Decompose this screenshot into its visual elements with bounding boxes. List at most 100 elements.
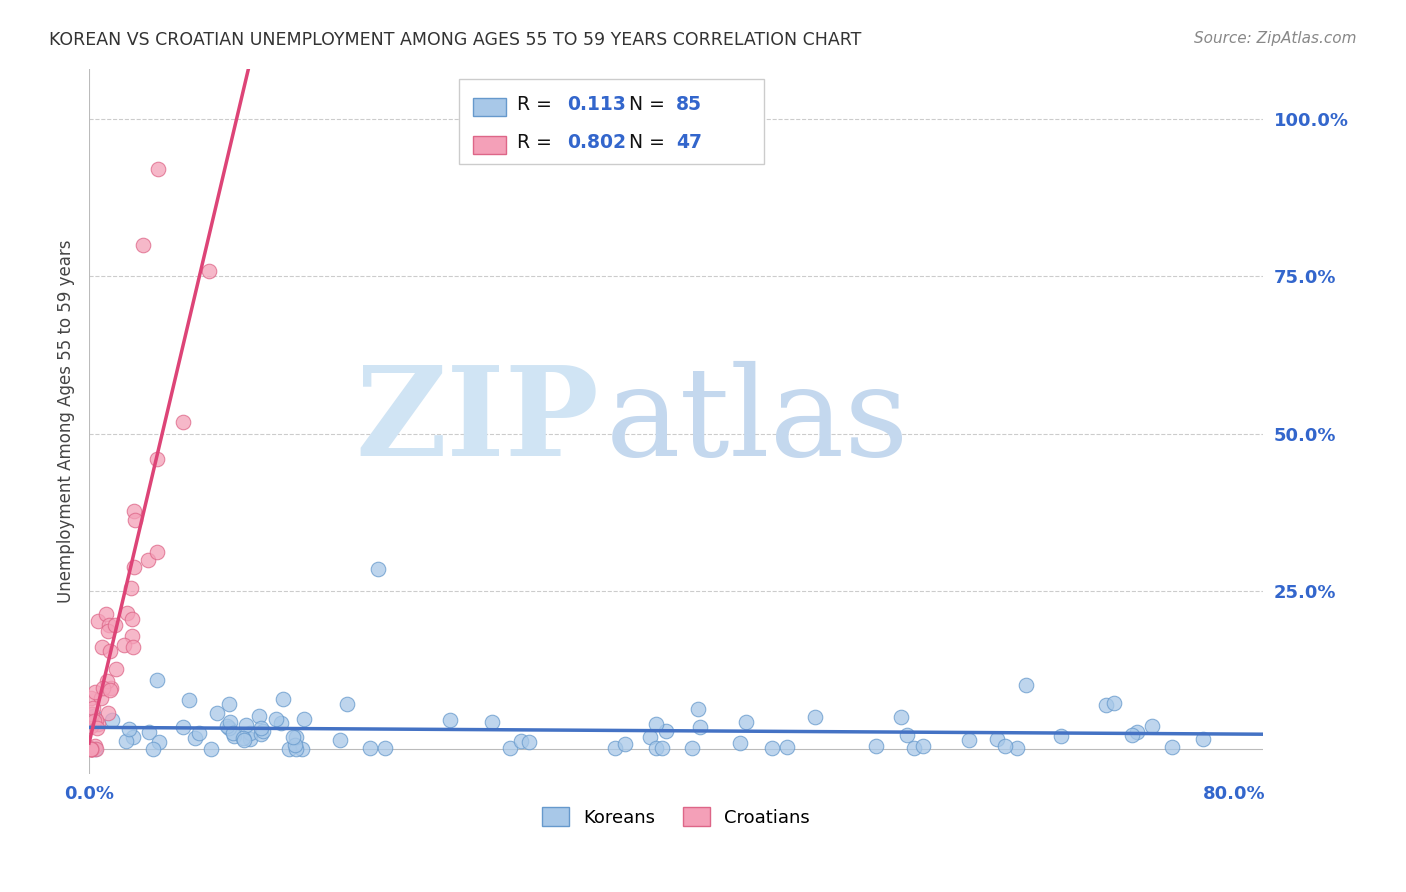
Point: [1015, 678, 1038, 692]
Point: [87, 716, 110, 731]
Point: [98, 683, 121, 698]
Point: [439, 713, 461, 727]
Point: [291, 741, 314, 756]
Point: [115, 607, 138, 621]
Point: [96, 674, 118, 689]
Point: [80, 741, 103, 756]
Point: [1126, 724, 1149, 739]
Point: [638, 731, 661, 745]
Point: [224, 729, 246, 743]
Text: N =: N =: [628, 133, 671, 153]
Text: R =: R =: [517, 133, 558, 153]
Point: [104, 663, 127, 677]
Point: [1005, 740, 1028, 755]
Point: [896, 728, 918, 742]
Point: [124, 513, 146, 527]
Point: [80, 707, 103, 722]
Point: [79, 741, 101, 756]
Point: [776, 740, 799, 755]
Point: [865, 739, 887, 753]
Point: [367, 562, 389, 576]
Point: [218, 697, 240, 711]
Point: [79, 719, 101, 733]
Text: 0.113: 0.113: [567, 95, 626, 114]
Legend: Koreans, Croatians: Koreans, Croatians: [534, 800, 817, 834]
Point: [146, 162, 169, 177]
Text: Source: ZipAtlas.com: Source: ZipAtlas.com: [1194, 31, 1357, 46]
Point: [146, 451, 169, 466]
Point: [292, 713, 315, 727]
Point: [266, 712, 288, 726]
Point: [100, 681, 122, 695]
Point: [359, 741, 381, 756]
Point: [117, 722, 139, 736]
Point: [686, 702, 709, 716]
Point: [172, 415, 194, 429]
Point: [148, 734, 170, 748]
Point: [132, 238, 155, 252]
Point: [121, 629, 143, 643]
Point: [986, 731, 1008, 746]
Point: [761, 740, 783, 755]
Point: [79, 741, 101, 756]
Text: R =: R =: [517, 95, 558, 114]
Point: [188, 726, 211, 740]
Point: [146, 673, 169, 687]
Point: [250, 721, 273, 735]
Point: [183, 731, 205, 745]
Point: [1095, 698, 1118, 712]
Point: [804, 710, 827, 724]
FancyBboxPatch shape: [458, 79, 763, 164]
Point: [499, 741, 522, 756]
Point: [232, 731, 254, 745]
Point: [218, 721, 240, 735]
Point: [271, 691, 294, 706]
Text: KOREAN VS CROATIAN UNEMPLOYMENT AMONG AGES 55 TO 59 YEARS CORRELATION CHART: KOREAN VS CROATIAN UNEMPLOYMENT AMONG AG…: [49, 31, 862, 49]
Point: [172, 720, 194, 734]
Point: [84, 713, 107, 727]
Point: [890, 710, 912, 724]
Point: [247, 709, 270, 723]
Point: [198, 263, 221, 277]
Point: [239, 725, 262, 739]
Point: [235, 718, 257, 732]
Point: [285, 730, 308, 744]
Point: [83, 709, 105, 723]
Point: [83, 714, 105, 729]
Point: [120, 582, 142, 596]
Point: [142, 741, 165, 756]
Point: [179, 693, 201, 707]
Point: [84, 739, 107, 753]
Text: ZIP: ZIP: [356, 360, 599, 482]
Point: [82, 701, 104, 715]
Point: [903, 740, 925, 755]
Point: [138, 724, 160, 739]
Point: [146, 545, 169, 559]
Point: [1192, 732, 1215, 747]
Point: [94, 607, 117, 621]
Point: [957, 732, 980, 747]
Point: [281, 731, 304, 745]
Point: [136, 553, 159, 567]
Text: N =: N =: [628, 95, 671, 114]
Point: [481, 714, 503, 729]
Point: [79, 691, 101, 706]
Text: 0.802: 0.802: [567, 133, 626, 153]
Point: [84, 741, 107, 756]
Point: [689, 720, 711, 734]
Point: [215, 719, 238, 733]
Point: [90, 690, 112, 705]
Point: [98, 643, 121, 657]
Point: [510, 733, 533, 747]
Point: [233, 732, 256, 747]
Point: [645, 716, 668, 731]
Point: [124, 504, 146, 518]
Point: [651, 740, 673, 755]
Point: [603, 741, 626, 756]
Point: [681, 741, 703, 756]
Point: [114, 734, 136, 748]
Point: [91, 681, 114, 696]
Point: [1160, 740, 1182, 755]
Point: [655, 723, 678, 738]
Point: [98, 617, 121, 632]
